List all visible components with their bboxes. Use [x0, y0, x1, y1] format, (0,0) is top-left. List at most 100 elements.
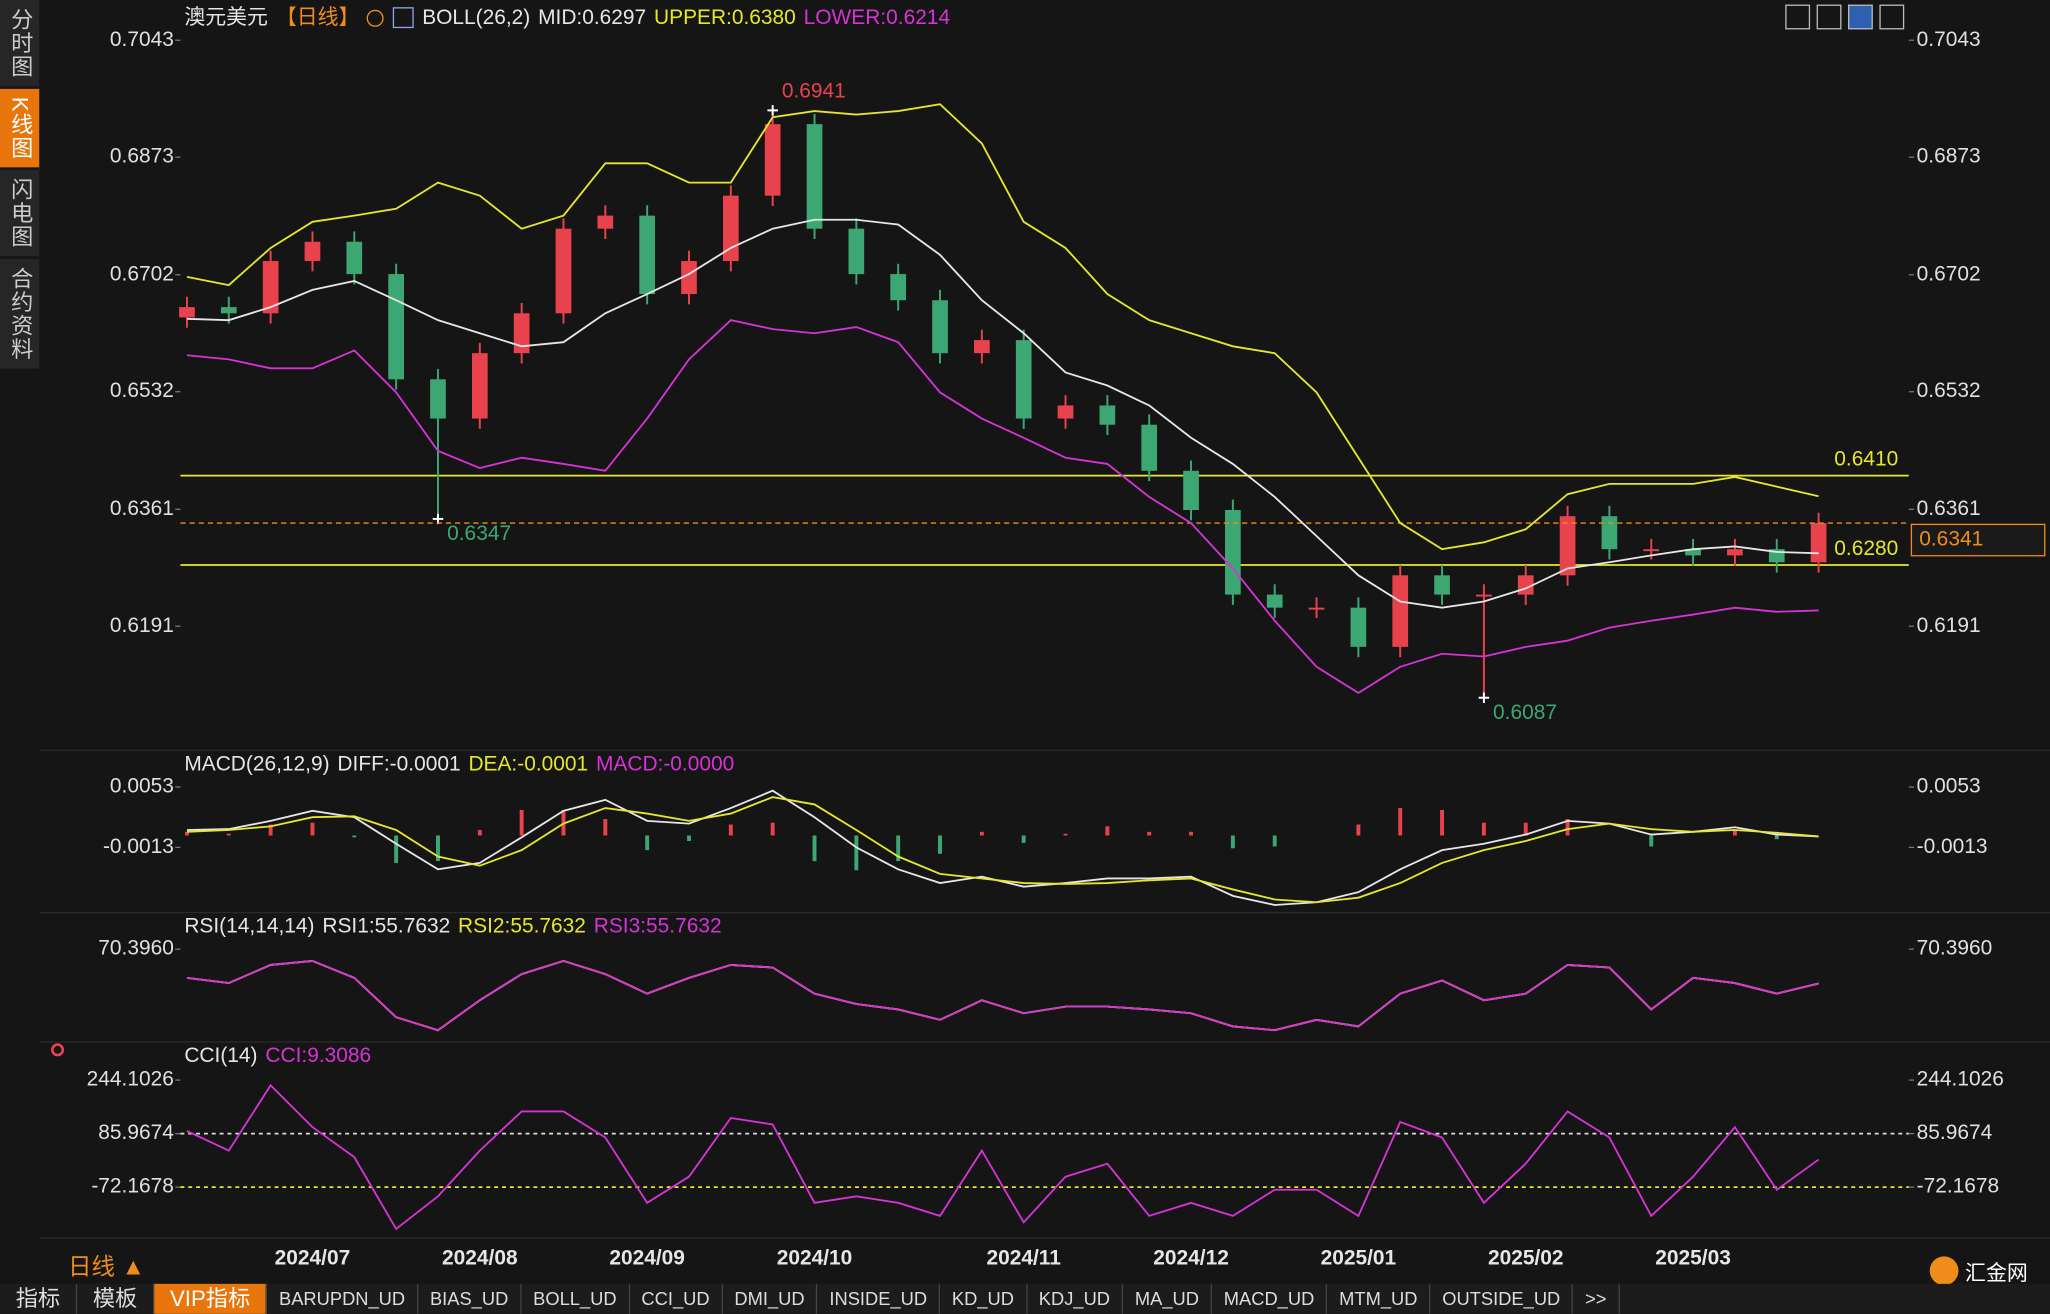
indicator-tab[interactable]: >>: [1573, 1283, 1620, 1314]
y-tick-label-right: 85.9674: [1917, 1121, 1993, 1144]
candle-body: [1015, 340, 1032, 419]
y-tick-label: 0.6361: [110, 497, 174, 520]
legend-entry: LOWER:0.6214: [804, 6, 951, 29]
indicator-tab[interactable]: KD_UD: [940, 1283, 1028, 1314]
candle-body: [597, 215, 614, 229]
indicator-name: BOLL(26,2): [422, 6, 530, 29]
tool-button[interactable]: [1785, 4, 1811, 30]
y-tick-label-right: 244.1026: [1917, 1068, 2004, 1091]
candle-body: [262, 261, 279, 314]
sidebar-tab[interactable]: 合约资料: [0, 259, 40, 372]
candle-body: [1141, 424, 1158, 471]
series-line: [186, 789, 1819, 906]
indicator-tab[interactable]: OUTSIDE_UD: [1431, 1283, 1574, 1314]
y-tick-label: -72.1678: [91, 1175, 174, 1198]
tool-button[interactable]: [1816, 4, 1842, 30]
indicator-tab[interactable]: KDJ_UD: [1027, 1283, 1124, 1314]
candle-body: [1810, 523, 1827, 563]
extreme-marker: [1478, 692, 1490, 703]
legend-entry: DEA:-0.0001: [468, 752, 588, 775]
tool-button[interactable]: [1879, 4, 1905, 30]
candle-body: [1183, 470, 1199, 510]
y-tick-label-right: 0.6532: [1917, 379, 1981, 402]
indicator-tab[interactable]: VIP指标: [154, 1283, 268, 1314]
candle-body: [1057, 405, 1074, 419]
candle-body: [430, 379, 446, 419]
indicator-tab[interactable]: DMI_UD: [723, 1283, 818, 1314]
y-tick-label: 85.9674: [98, 1121, 174, 1144]
y-tick-label-right: 0.7043: [1917, 28, 1981, 51]
series-line: [186, 959, 1819, 1032]
last-price-label: 0.6341: [1919, 528, 1983, 551]
candle-body: [471, 353, 488, 419]
extreme-label: 0.6941: [782, 80, 846, 103]
y-tick-label: 244.1026: [87, 1068, 174, 1091]
y-tick-label: 0.0053: [110, 775, 174, 798]
indicator-tab[interactable]: BARUPDN_UD: [267, 1283, 419, 1314]
sidebar-tab[interactable]: 闪电图: [0, 170, 40, 260]
panel-title: CCI(14): [184, 1044, 257, 1067]
series-line: [186, 796, 1819, 904]
y-tick-label-right: -0.0013: [1917, 835, 1988, 858]
candle-body: [1601, 516, 1618, 550]
series-line: [186, 1083, 1820, 1231]
candle-body: [1392, 575, 1409, 647]
candle-body: [1643, 549, 1660, 552]
last-price-box: [1910, 523, 2046, 557]
indicator-tab[interactable]: INSIDE_UD: [818, 1283, 941, 1314]
y-tick-label-right: 0.6191: [1917, 614, 1981, 637]
logo-text: 汇金网: [1965, 1262, 2028, 1286]
reference-label: 0.6280: [1834, 537, 1898, 560]
indicator-icon: [392, 7, 414, 29]
candle-body: [1559, 516, 1576, 576]
x-tick-label: 2024/07: [275, 1247, 351, 1270]
candle-body: [890, 274, 907, 301]
candle-body: [681, 261, 697, 295]
toolbar: [1785, 4, 1905, 30]
tool-button[interactable]: [1848, 4, 1873, 30]
indicator-tab[interactable]: CCI_UD: [630, 1283, 723, 1314]
x-tick-label: 2024/11: [986, 1247, 1061, 1270]
series-line: [186, 218, 1819, 609]
legend-entry: RSI2:55.7632: [458, 914, 586, 937]
candle-body: [848, 228, 865, 275]
y-tick-label: 70.3960: [98, 937, 174, 960]
indicator-icon[interactable]: [50, 1043, 65, 1057]
x-tick-label: 2024/09: [609, 1247, 685, 1270]
y-tick-label: 0.6191: [110, 614, 174, 637]
y-tick-label: 0.6702: [110, 262, 174, 285]
reference-label: 0.6410: [1834, 447, 1898, 470]
candle-body: [1476, 594, 1492, 597]
add-icon: [366, 9, 384, 27]
candle-body: [304, 241, 321, 262]
indicator-tab[interactable]: 指标: [0, 1283, 78, 1314]
candle-body: [974, 340, 990, 354]
x-tick-label: 2024/08: [442, 1247, 518, 1270]
legend-entry: MACD:-0.0000: [596, 752, 734, 775]
sidebar-tab[interactable]: 分时图: [0, 0, 40, 89]
candle-body: [1308, 607, 1325, 610]
y-tick-label-right: -72.1678: [1917, 1175, 2000, 1198]
legend-entry: RSI1:55.7632: [322, 914, 450, 937]
indicator-tab[interactable]: MTM_UD: [1327, 1283, 1431, 1314]
candle-body: [1727, 549, 1743, 556]
series-line: [186, 319, 1819, 695]
indicator-tab[interactable]: MA_UD: [1123, 1283, 1213, 1314]
extreme-marker: [767, 105, 778, 116]
indicator-tab[interactable]: BOLL_UD: [521, 1283, 630, 1314]
indicator-tab[interactable]: MACD_UD: [1212, 1283, 1328, 1314]
period-label[interactable]: 日线 ▲: [67, 1253, 145, 1280]
indicator-tab[interactable]: BIAS_UD: [418, 1283, 522, 1314]
x-tick-label: 2025/01: [1321, 1247, 1397, 1270]
candle-body: [1099, 405, 1116, 425]
panel-title: RSI(14,14,14): [184, 914, 314, 937]
candle-body: [513, 313, 530, 354]
candle-body: [1434, 575, 1450, 595]
period: 【日线】: [276, 6, 360, 29]
candle-body: [1350, 607, 1367, 647]
sidebar-tab[interactable]: K线图: [0, 88, 40, 171]
indicator-tabs: 指标 模板 VIP指标 BARUPDN_UD BIAS_UD BOLL_UD CCI_UD D…: [0, 1283, 2050, 1314]
indicator-tab[interactable]: 模板: [77, 1283, 155, 1314]
